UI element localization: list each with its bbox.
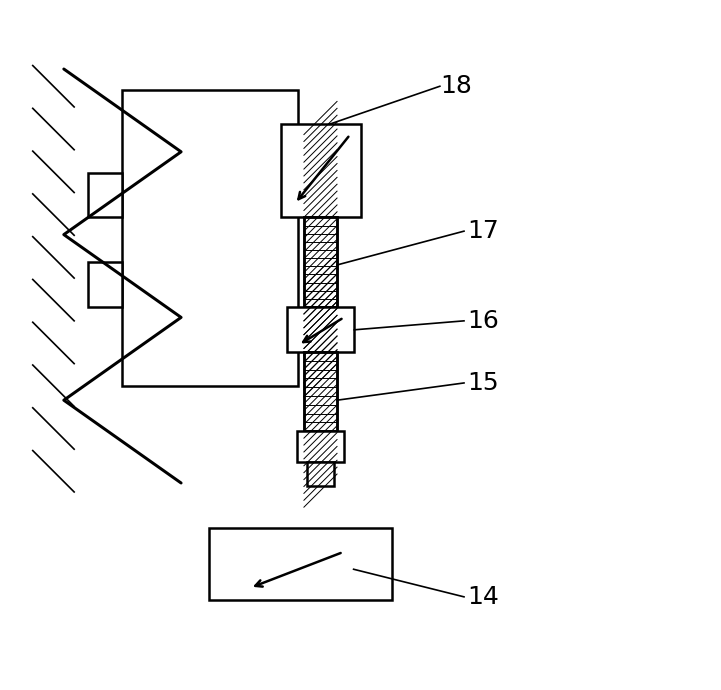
Bar bbox=[88, 262, 123, 307]
Text: 16: 16 bbox=[467, 309, 500, 333]
Bar bbox=[208, 528, 392, 600]
Bar bbox=[304, 352, 337, 431]
Bar bbox=[307, 462, 334, 486]
Bar bbox=[88, 172, 123, 217]
Text: 15: 15 bbox=[467, 371, 499, 395]
Bar bbox=[304, 217, 337, 307]
Text: 14: 14 bbox=[467, 585, 500, 609]
Text: 18: 18 bbox=[440, 75, 472, 98]
Bar bbox=[281, 124, 360, 217]
Bar bbox=[304, 352, 337, 431]
Text: 17: 17 bbox=[467, 219, 499, 243]
Bar bbox=[304, 217, 337, 307]
Bar bbox=[297, 431, 344, 462]
Bar bbox=[123, 90, 298, 386]
Bar bbox=[287, 307, 354, 352]
